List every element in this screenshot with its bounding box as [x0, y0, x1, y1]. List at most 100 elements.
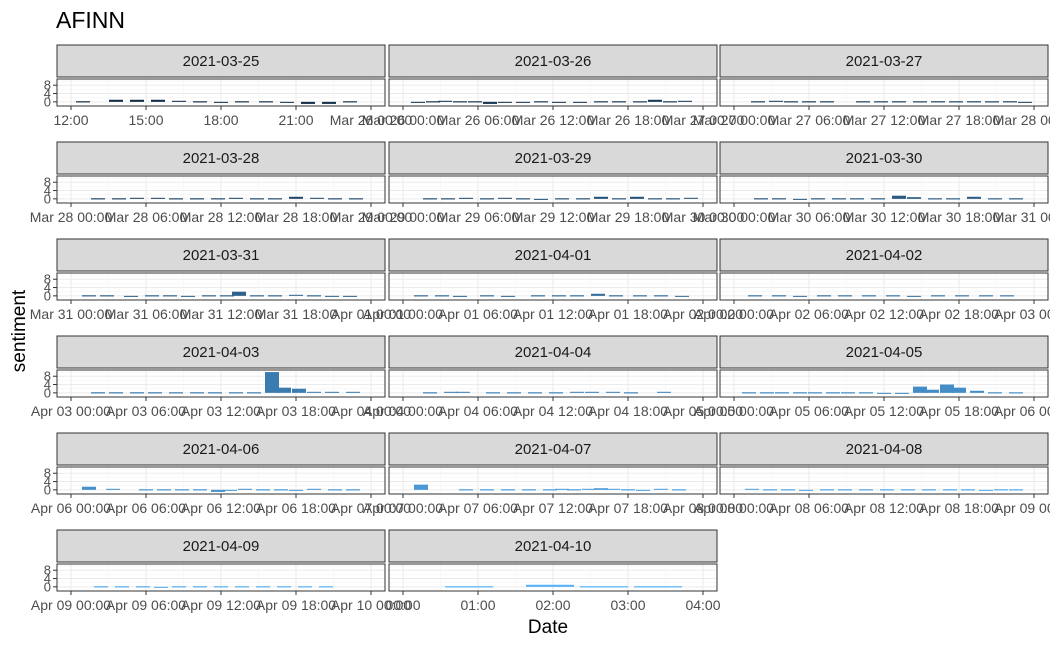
- facet-strip: [56, 432, 386, 466]
- x-tick-label: Mar 26 00:00: [330, 112, 413, 128]
- sentiment-bar: [480, 198, 494, 200]
- sentiment-bar: [124, 295, 138, 297]
- sentiment-bar: [555, 198, 569, 200]
- sentiment-bar: [781, 489, 795, 491]
- sentiment-bar: [841, 392, 855, 394]
- y-tick-label: 4: [44, 183, 51, 198]
- sentiment-bar: [913, 386, 927, 393]
- sentiment-bar: [139, 489, 153, 491]
- sentiment-bar: [877, 392, 891, 394]
- sentiment-bar: [343, 295, 357, 297]
- sentiment-bar: [307, 488, 321, 490]
- x-tick-label: Apr 01 12:00: [513, 306, 593, 322]
- x-tick-label: Mar 27 12:00: [843, 112, 926, 128]
- sentiment-bar: [666, 198, 680, 200]
- facet-panel: 2021-04-10 00:00 01:00 02:00 03:00 04:00: [385, 529, 721, 613]
- sentiment-bar: [648, 198, 662, 200]
- x-tick-label: Apr 05 00:00: [663, 403, 743, 419]
- x-tick-label: Mar 28 12:00: [180, 209, 263, 225]
- x-tick-label: Apr 08 12:00: [844, 500, 924, 516]
- sentiment-bar: [811, 198, 825, 200]
- sentiment-bar: [678, 100, 692, 102]
- sentiment-bar: [552, 295, 566, 297]
- x-tick-label: Apr 09 00:00: [994, 500, 1050, 516]
- sentiment-bar: [501, 489, 515, 491]
- sentiment-bar: [301, 101, 315, 104]
- sentiment-bar: [838, 489, 852, 491]
- sentiment-bar: [292, 388, 306, 393]
- sentiment-bar: [1000, 295, 1014, 297]
- sentiment-bar: [154, 586, 168, 588]
- sentiment-bar: [763, 489, 777, 491]
- sentiment-bar: [913, 101, 927, 103]
- sentiment-bar: [148, 392, 162, 394]
- sentiment-bar: [1009, 489, 1023, 491]
- x-tick-label: Apr 07 00:00: [363, 500, 443, 516]
- y-tick-label: 4: [44, 571, 51, 586]
- x-tick-label: Mar 29 00:00: [330, 209, 413, 225]
- sentiment-bar: [946, 198, 960, 200]
- sentiment-bar: [169, 198, 183, 200]
- sentiment-bar: [802, 101, 816, 103]
- x-tick-label: Apr 08 00:00: [663, 500, 743, 516]
- sentiment-bar: [483, 101, 497, 104]
- x-tick-label: Apr 02 00:00: [663, 306, 743, 322]
- sentiment-bar: [657, 391, 671, 393]
- y-tick-label: 4: [44, 86, 51, 101]
- sentiment-bar: [754, 198, 768, 200]
- sentiment-bar: [247, 392, 261, 394]
- x-tick-label: Apr 03 06:00: [106, 403, 186, 419]
- x-tick-label: 15:00: [128, 112, 163, 128]
- sentiment-bar: [76, 101, 90, 103]
- sentiment-bar: [745, 488, 759, 490]
- sentiment-bar: [940, 384, 954, 393]
- x-tick-label: Apr 09 18:00: [256, 597, 336, 613]
- sentiment-bar: [820, 489, 834, 491]
- sentiment-bar: [214, 586, 228, 588]
- sentiment-bar: [531, 295, 545, 297]
- sentiment-bar: [580, 586, 628, 588]
- sentiment-bar: [970, 390, 984, 393]
- sentiment-bar: [526, 584, 574, 587]
- sentiment-bar: [633, 295, 647, 297]
- x-tick-label: Apr 04 12:00: [513, 403, 593, 419]
- sentiment-bar: [423, 198, 437, 200]
- sentiment-bar: [115, 586, 129, 588]
- x-tick-label: 21:00: [278, 112, 313, 128]
- y-tick-label: 0: [44, 385, 51, 400]
- x-tick-label: Apr 07 12:00: [513, 500, 593, 516]
- sentiment-bar: [459, 489, 473, 491]
- sentiment-bar: [507, 392, 521, 394]
- x-tick-label: Mar 27 18:00: [918, 112, 1001, 128]
- facet-strip-label: 2021-04-02: [846, 247, 923, 264]
- facet-strip-label: 2021-03-28: [183, 150, 260, 167]
- sentiment-bar: [181, 295, 195, 297]
- facet-strip: [56, 238, 386, 272]
- x-tick-label: Apr 08 00:00: [694, 500, 774, 516]
- sentiment-bar: [606, 391, 620, 393]
- x-tick-label: Apr 01 18:00: [588, 306, 668, 322]
- sentiment-bar: [1009, 392, 1023, 394]
- sentiment-bar: [612, 198, 626, 200]
- sentiment-bar: [901, 489, 915, 491]
- sentiment-bar: [576, 198, 590, 200]
- sentiment-bar: [480, 295, 494, 297]
- x-tick-label: 00:00: [385, 597, 420, 613]
- sentiment-bar: [235, 586, 249, 588]
- sentiment-bar: [793, 295, 807, 297]
- x-tick-label: Apr 01 00:00: [363, 306, 443, 322]
- sentiment-bar: [453, 295, 467, 297]
- sentiment-bar: [594, 488, 608, 490]
- sentiment-bar: [751, 101, 765, 103]
- sentiment-bar: [82, 295, 96, 297]
- facet-strip: [56, 335, 386, 369]
- sentiment-bar: [193, 586, 207, 588]
- x-tick-label: Apr 02 00:00: [694, 306, 774, 322]
- facet-strip: [56, 141, 386, 175]
- x-tick-label: Apr 07 00:00: [331, 500, 411, 516]
